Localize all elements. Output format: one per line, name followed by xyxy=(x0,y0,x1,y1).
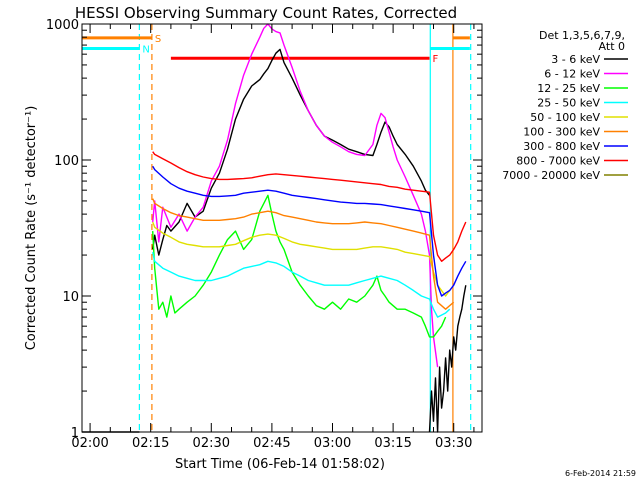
flag-label-s: S xyxy=(155,34,161,45)
plot-area: SN F xyxy=(82,23,472,433)
series-line-5-1 xyxy=(152,221,451,297)
y-tick-label-1: 1 xyxy=(71,426,79,441)
x-tick-label-4: 02:45 xyxy=(253,436,290,451)
x-tick-label-5: 03:00 xyxy=(314,436,351,451)
x-tick-label-2: 02:15 xyxy=(132,436,169,451)
series-line-2-2 xyxy=(424,230,439,368)
x-axis-label: Start Time (06-Feb-14 01:58:02) xyxy=(175,457,385,472)
plot-frame xyxy=(81,23,483,433)
legend-label-2: 6 - 12 keV xyxy=(544,68,600,81)
x-tick-label-7: 03:30 xyxy=(435,436,472,451)
legend-header-2: Att 0 xyxy=(599,40,625,53)
y-axis-label: Corrected Count Rate (s⁻¹ detector⁻¹) xyxy=(24,106,39,351)
timestamp: 6-Feb-2014 21:59 xyxy=(565,469,636,478)
y-tick-label-2: 10 xyxy=(62,290,79,305)
flag-label-f: F xyxy=(432,54,438,65)
legend: Det 1,3,5,6,7,9,Att 03 - 6 keV 6 - 12 keV… xyxy=(502,29,628,182)
x-tick-label-6: 03:15 xyxy=(374,436,411,451)
series-line-6-1 xyxy=(152,198,455,310)
series-line-1-3 xyxy=(428,285,467,433)
legend-label-5: 50 - 100 keV xyxy=(530,111,600,124)
series-line-8-1 xyxy=(152,151,467,262)
series-line-4-1 xyxy=(152,252,451,318)
legend-label-3: 12 - 25 keV xyxy=(537,82,600,95)
legend-label-9: 7000 - 20000 keV xyxy=(502,169,600,182)
series-line-7-1 xyxy=(152,165,467,297)
y-tick-label-4: 1000 xyxy=(46,18,79,33)
legend-label-7: 300 - 800 keV xyxy=(523,140,600,153)
legend-label-8: 800 - 7000 keV xyxy=(516,155,600,168)
legend-label-1: 3 - 6 keV xyxy=(551,53,600,66)
chart-title: HESSI Observing Summary Count Rates, Cor… xyxy=(75,4,457,22)
legend-header-1: Det 1,3,5,6,7,9, xyxy=(539,29,625,42)
axes: 1 10 100 1000 02:00 02:15 02:30 02:45 03:00 03:15… xyxy=(46,18,482,451)
legend-label-6: 100 - 300 keV xyxy=(523,126,600,139)
x-tick-label-1: 02:00 xyxy=(71,436,108,451)
x-tick-label-3: 02:30 xyxy=(193,436,230,451)
flag-label-n: N xyxy=(142,45,149,56)
legend-label-4: 25 - 50 keV xyxy=(537,97,600,110)
y-tick-label-3: 100 xyxy=(54,154,79,169)
series-line-2-1 xyxy=(152,23,427,243)
